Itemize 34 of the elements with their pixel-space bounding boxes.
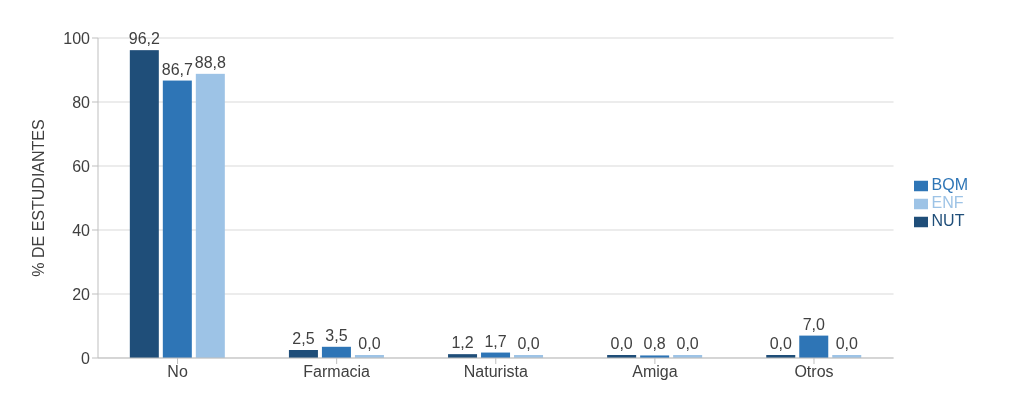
bar — [162, 80, 192, 358]
y-tick-label: 60 — [72, 157, 91, 175]
legend-label: BQM — [931, 176, 968, 193]
x-tick-label: Otros — [794, 363, 834, 381]
data-label: 0,0 — [517, 335, 540, 352]
legend-label: NUT — [931, 212, 965, 229]
x-tick-label: Amiga — [632, 363, 678, 381]
data-label: 88,8 — [194, 53, 226, 71]
y-tick-label: 20 — [72, 285, 91, 303]
bar — [195, 73, 225, 358]
bar — [799, 335, 829, 358]
data-label: 7,0 — [802, 315, 825, 333]
data-label: 3,5 — [325, 326, 348, 344]
y-axis-title: % DE ESTUDIANTES — [29, 119, 47, 277]
legend-label: ENF — [931, 194, 964, 211]
x-tick-label: Naturista — [463, 363, 528, 381]
bar — [129, 50, 159, 358]
data-label: 0,0 — [610, 335, 633, 352]
y-tick-label: 100 — [63, 29, 91, 47]
y-tick-label: 40 — [72, 221, 91, 239]
y-tick-label: 0 — [81, 349, 91, 367]
data-label: 0,0 — [835, 335, 858, 352]
data-label: 0,8 — [643, 335, 666, 353]
data-label: 86,7 — [161, 60, 193, 78]
data-label: 2,5 — [292, 330, 315, 347]
data-label: 1,7 — [484, 332, 507, 350]
data-label: 96,2 — [128, 30, 160, 48]
data-label: 0,0 — [358, 335, 381, 352]
x-tick-label: No — [167, 363, 188, 381]
data-label: 0,0 — [769, 335, 792, 352]
data-label: 0,0 — [676, 335, 699, 352]
y-tick-label: 80 — [72, 93, 91, 111]
x-tick-label: Farmacia — [303, 363, 371, 381]
data-label: 1,2 — [451, 334, 474, 352]
